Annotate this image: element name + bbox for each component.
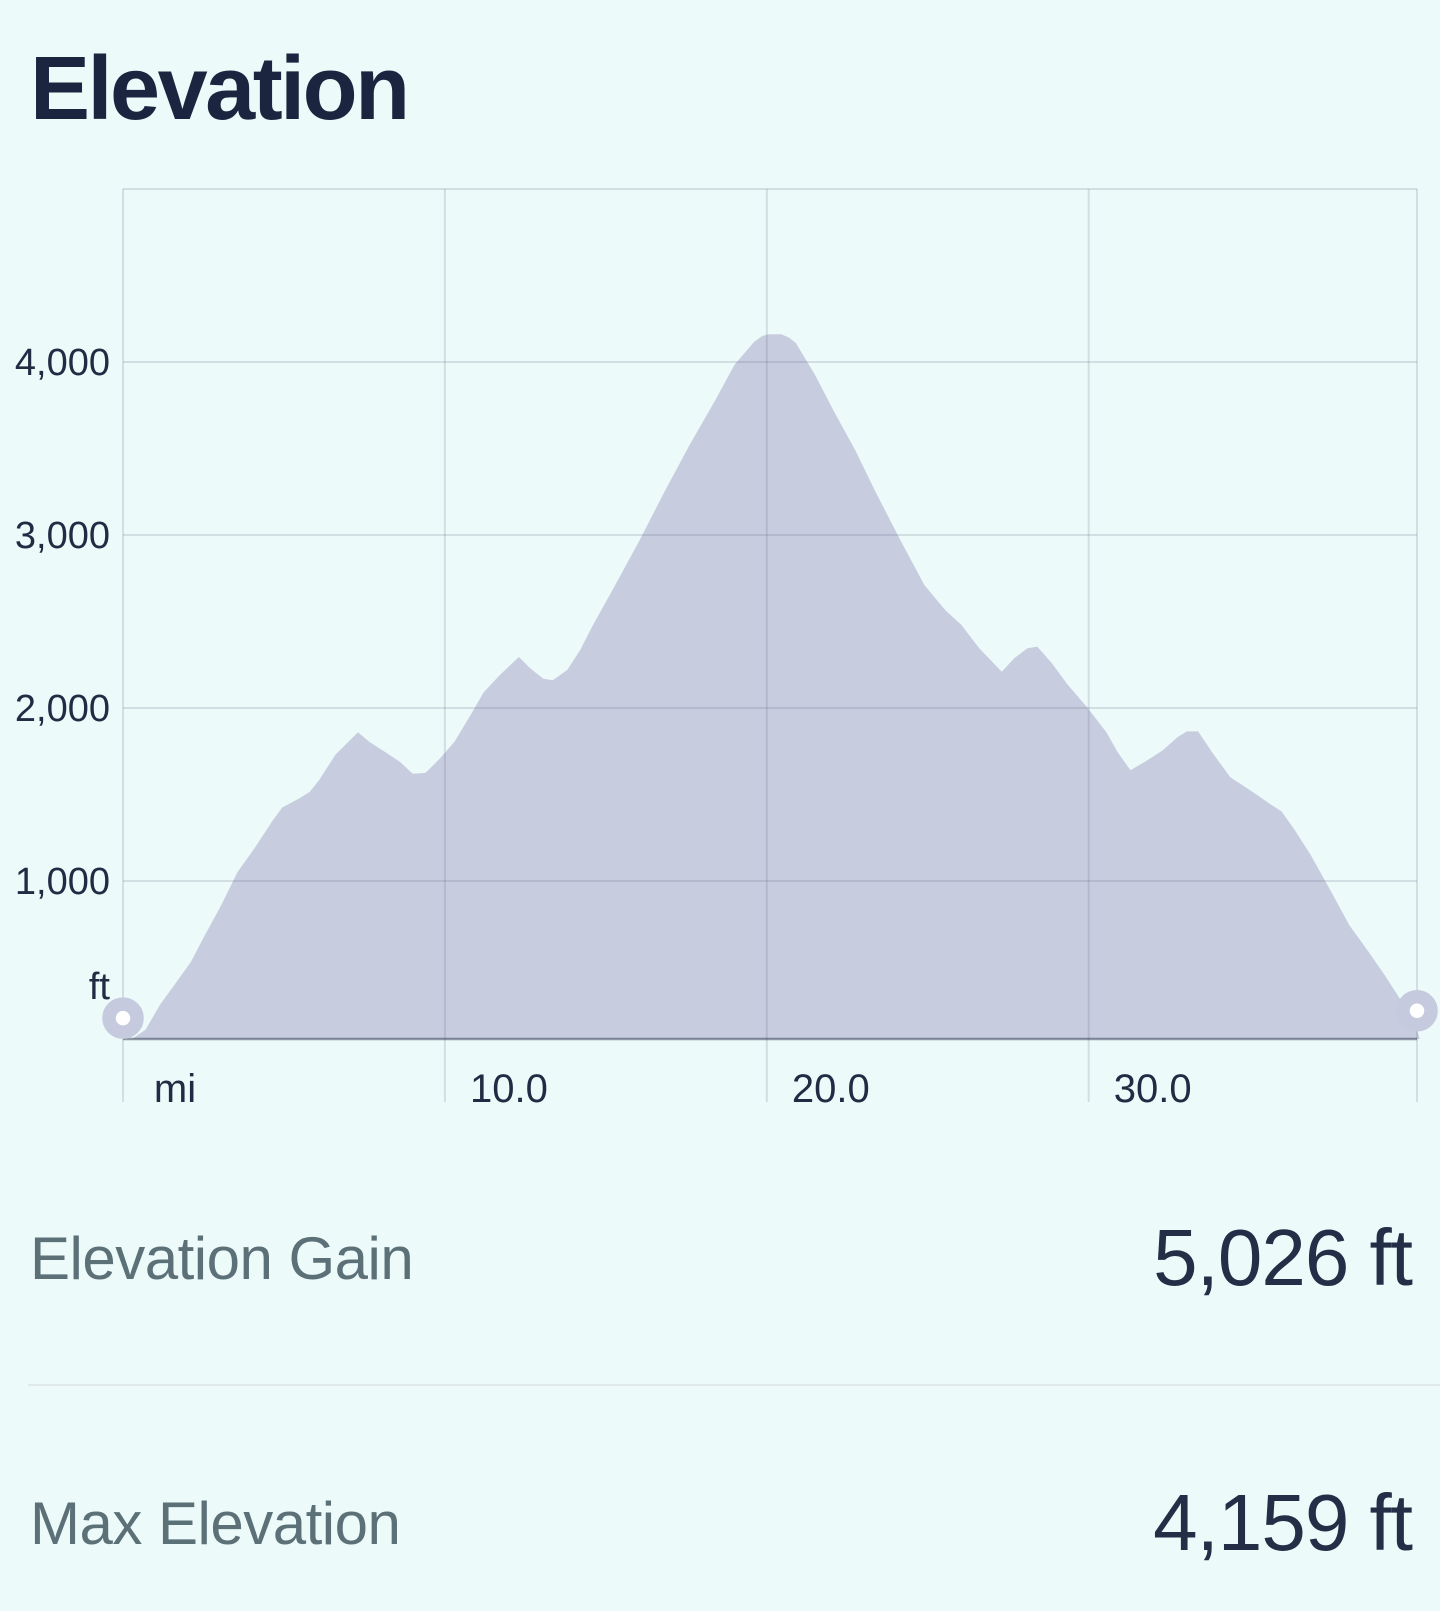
- y-tick-label: 4,000: [15, 342, 110, 384]
- x-tick-label: 30.0: [1114, 1067, 1192, 1111]
- page-title: Elevation: [30, 39, 410, 139]
- y-tick-label: 2,000: [15, 688, 110, 730]
- elevation-area: [132, 334, 1420, 1039]
- x-axis-unit-label: mi: [154, 1067, 196, 1111]
- stat-value: 5,026 ft: [1153, 1213, 1413, 1302]
- route-end-marker: [1396, 990, 1438, 1032]
- stat-label: Max Elevation: [30, 1489, 401, 1557]
- stat-row-max-elevation: Max Elevation 4,159 ft: [0, 1463, 1440, 1583]
- elevation-area-chart[interactable]: 4,000 3,000 2,000 1,000 ft 10.0 20.0 30.0 mi: [0, 180, 1440, 1120]
- y-axis-unit-label: ft: [89, 966, 111, 1008]
- elevation-chart: 4,000 3,000 2,000 1,000 ft 10.0 20.0 30.0 mi: [0, 180, 1440, 1120]
- x-tick-label: 20.0: [792, 1067, 870, 1111]
- row-divider: [28, 1384, 1440, 1386]
- route-start-marker: [102, 997, 144, 1039]
- y-tick-label: 1,000: [15, 861, 110, 903]
- x-tick-label: 10.0: [470, 1067, 548, 1111]
- stat-row-elevation-gain: Elevation Gain 5,026 ft: [0, 1198, 1440, 1318]
- stat-value: 4,159 ft: [1153, 1478, 1413, 1567]
- stat-label: Elevation Gain: [30, 1224, 414, 1292]
- y-tick-label: 3,000: [15, 515, 110, 557]
